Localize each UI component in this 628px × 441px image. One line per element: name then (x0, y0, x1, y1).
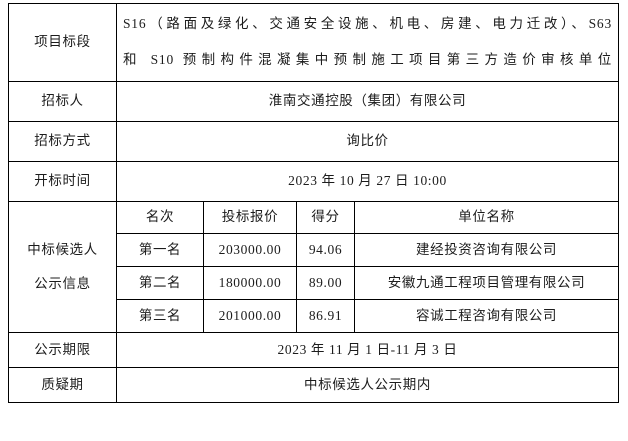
row-value-tenderer: 淮南交通控股（集团）有限公司 (116, 81, 619, 122)
bid-announcement-table: 项目标段 S16（路面及绿化、交通安全设施、机电、房建、电力迁改）、S63 和 … (8, 3, 619, 403)
candidate-score: 94.06 (296, 233, 355, 267)
table-row-project-section: 项目标段 S16（路面及绿化、交通安全设施、机电、房建、电力迁改）、S63 和 … (8, 3, 619, 82)
candidate-company: 建经投资咨询有限公司 (354, 233, 619, 267)
row-label-publicity-period: 公示期限 (8, 332, 117, 368)
candidates-label-line-1: 中标候选人 (27, 241, 98, 257)
candidate-score: 86.91 (296, 299, 355, 333)
table-row: 第三名 201000.00 86.91 容诚工程咨询有限公司 (9, 299, 619, 333)
project-section-line-1: S16（路面及绿化、交通安全设施、机电、房建、电力迁改）、S63 (123, 16, 612, 32)
table-row-publicity-period: 公示期限 2023 年 11 月 1 日-11 月 3 日 (8, 332, 619, 368)
row-value-bid-open-time: 2023 年 10 月 27 日 10:00 (116, 161, 619, 202)
candidate-rank: 第三名 (116, 299, 204, 333)
candidate-company: 安徽九通工程项目管理有限公司 (354, 266, 619, 300)
candidate-company: 容诚工程咨询有限公司 (354, 299, 619, 333)
column-header-price: 投标报价 (203, 201, 297, 234)
candidate-price: 180000.00 (203, 266, 297, 300)
candidate-price: 201000.00 (203, 299, 297, 333)
candidate-rank: 第一名 (116, 233, 204, 267)
row-value-project-section: S16（路面及绿化、交通安全设施、机电、房建、电力迁改）、S63 和 S10 预… (116, 3, 619, 82)
table-row-bid-open-time: 开标时间 2023 年 10 月 27 日 10:00 (8, 161, 619, 202)
row-label-tender-method: 招标方式 (8, 121, 117, 162)
row-label-project-section: 项目标段 (8, 3, 117, 82)
row-label-objection-period: 质疑期 (8, 367, 117, 403)
table-row: 第一名 203000.00 94.06 建经投资咨询有限公司 (9, 233, 619, 267)
candidate-price: 203000.00 (203, 233, 297, 267)
row-value-publicity-period: 2023 年 11 月 1 日-11 月 3 日 (116, 332, 619, 368)
table-row-objection-period: 质疑期 中标候选人公示期内 (8, 367, 619, 403)
table-row-candidates-header: 中标候选人 公示信息 名次 投标报价 得分 单位名称 (8, 201, 619, 333)
table-row-tenderer: 招标人 淮南交通控股（集团）有限公司 (8, 81, 619, 122)
column-header-company: 单位名称 (354, 201, 619, 234)
row-label-bid-open-time: 开标时间 (8, 161, 117, 202)
table-row-tender-method: 招标方式 询比价 (8, 121, 619, 162)
row-value-tender-method: 询比价 (116, 121, 619, 162)
column-header-rank: 名次 (116, 201, 204, 234)
project-section-line-2: 和 S10 预制构件混凝集中预制施工项目第三方造价审核单位 (123, 52, 612, 67)
candidates-label-line-2: 公示信息 (34, 275, 91, 291)
column-header-score: 得分 (296, 201, 355, 234)
row-label-candidates: 中标候选人 公示信息 (8, 201, 117, 333)
row-label-tenderer: 招标人 (8, 81, 117, 122)
candidate-score: 89.00 (296, 266, 355, 300)
table-row: 第二名 180000.00 89.00 安徽九通工程项目管理有限公司 (9, 266, 619, 300)
row-value-objection-period: 中标候选人公示期内 (116, 367, 619, 403)
candidate-rank: 第二名 (116, 266, 204, 300)
